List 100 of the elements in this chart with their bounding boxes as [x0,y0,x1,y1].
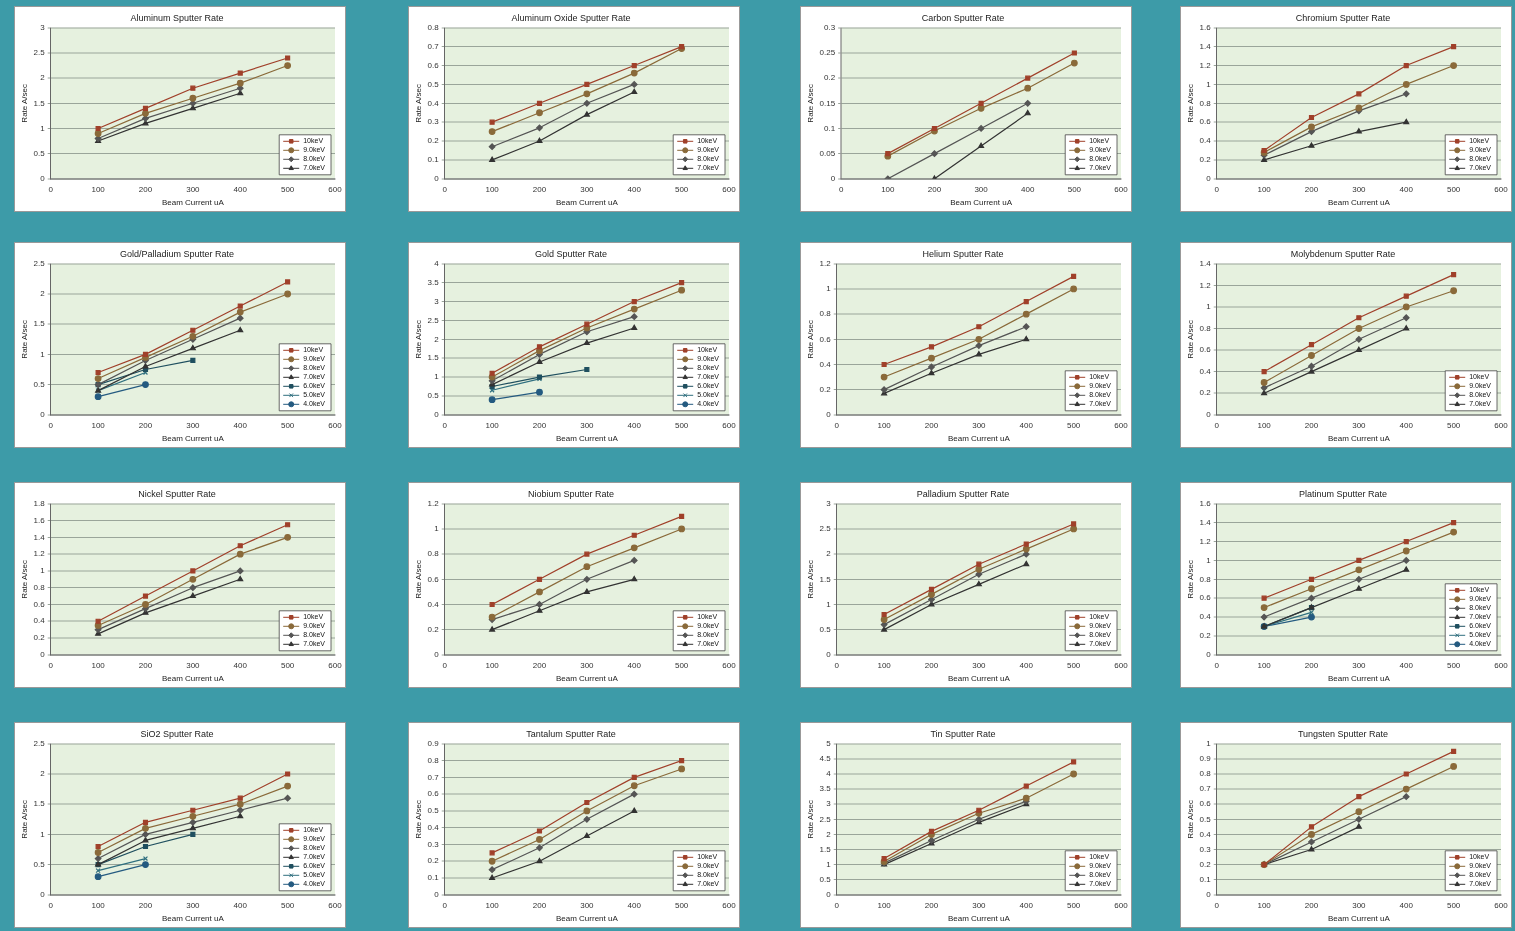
x-tick-label: 600 [1494,184,1509,194]
x-tick-label: 400 [1019,660,1034,670]
y-tick-label: 0 [1206,650,1212,659]
x-tick-label: 400 [1021,184,1035,194]
y-axis-title: Rate A/sec [1186,83,1195,123]
y-tick-label: 0.2 [33,633,46,643]
x-tick-label: 400 [1019,900,1034,910]
y-tick-label: 0.2 [1199,631,1212,641]
x-tick-label: 0 [48,660,54,670]
x-tick-label: 0 [442,660,448,670]
y-axis-title: Rate A/sec [414,559,423,599]
y-tick-label: 2 [826,829,832,839]
y-tick-label: 1 [40,566,46,576]
x-tick-label: 600 [722,184,737,194]
y-tick-label: 0.2 [427,624,440,634]
y-tick-label: 2.5 [427,315,440,325]
y-tick-label: 2.5 [819,524,832,534]
y-axis-title: Rate A/sec [1186,799,1195,839]
y-tick-label: 1.5 [819,574,832,584]
x-tick-label: 500 [1446,900,1461,910]
chart-title: Aluminum Oxide Sputter Rate [511,12,631,23]
x-axis-title: Beam Current uA [161,434,225,444]
y-tick-label: 0.3 [427,117,440,127]
x-axis-title: Beam Current uA [555,914,619,924]
x-tick-label: 200 [138,660,153,670]
y-tick-label: 0.4 [819,359,832,369]
y-tick-label: 0.1 [427,155,440,165]
y-tick-label: 0.5 [33,148,46,158]
x-tick-label: 300 [186,900,201,910]
x-tick-label: 200 [924,660,939,670]
y-tick-label: 1 [826,599,832,609]
y-tick-label: 2.5 [819,814,832,824]
y-tick-label: 1 [826,284,832,294]
chart-title: Gold Sputter Rate [534,248,608,259]
x-tick-label: 100 [881,184,896,194]
x-tick-label: 400 [627,900,642,910]
y-tick-label: 0.7 [427,41,440,51]
x-tick-label: 200 [924,420,939,430]
y-tick-label: 5 [826,739,832,748]
x-tick-label: 400 [1399,660,1414,670]
y-tick-label: 3 [826,499,832,508]
y-axis-title: Rate A/sec [806,559,815,599]
chart-title: Aluminum Sputter Rate [130,12,224,23]
x-tick-label: 600 [722,660,737,670]
x-tick-label: 100 [1257,900,1272,910]
y-tick-label: 1.8 [33,499,46,508]
y-tick-label: 2.5 [33,259,46,268]
x-axis-title: Beam Current uA [1327,674,1391,684]
y-tick-label: 1.2 [427,499,440,508]
x-tick-label: 200 [532,900,547,910]
y-axis-title: Rate A/sec [1186,319,1195,359]
x-tick-label: 300 [580,660,595,670]
chart-title: Tungsten Sputter Rate [1297,728,1389,739]
chart-title: Molybdenum Sputter Rate [1290,248,1396,259]
x-axis-title: Beam Current uA [555,434,619,444]
y-tick-label: 0 [830,174,836,183]
y-tick-label: 0 [826,890,832,899]
x-tick-label: 0 [1214,184,1220,194]
y-tick-label: 1 [434,372,440,382]
x-tick-label: 200 [927,184,942,194]
x-tick-label: 400 [1399,900,1414,910]
y-tick-label: 3 [434,296,440,306]
y-tick-label: 0 [826,410,832,419]
x-tick-label: 400 [627,660,642,670]
y-tick-label: 0.1 [824,123,836,133]
x-tick-label: 100 [485,660,500,670]
y-tick-label: 0 [1206,410,1212,419]
x-tick-label: 200 [138,900,153,910]
y-tick-label: 1.5 [819,844,832,854]
x-tick-label: 0 [48,184,54,194]
x-tick-label: 600 [1114,900,1129,910]
x-tick-label: 500 [674,420,689,430]
y-tick-label: 0.6 [1199,117,1212,127]
y-tick-label: 2.5 [33,739,46,748]
x-tick-label: 400 [233,900,248,910]
x-tick-label: 100 [485,184,500,194]
x-tick-label: 500 [1066,900,1081,910]
x-axis-title: Beam Current uA [555,674,619,684]
y-tick-label: 0.2 [1199,388,1212,398]
y-tick-label: 0 [1206,174,1212,183]
x-tick-label: 400 [233,660,248,670]
x-tick-label: 100 [877,900,892,910]
y-tick-label: 0.4 [427,822,440,832]
y-tick-label: 0.2 [1199,859,1212,869]
y-tick-label: 0.2 [427,136,440,146]
chart-title: Nickel Sputter Rate [138,488,216,499]
y-tick-label: 0.4 [427,599,440,609]
y-tick-label: 1.5 [33,799,46,809]
x-tick-label: 400 [1399,420,1414,430]
y-axis-title: Rate A/sec [20,799,29,839]
y-tick-label: 1.2 [1199,536,1212,546]
y-tick-label: 0 [434,410,440,419]
x-tick-label: 300 [186,420,201,430]
x-tick-label: 300 [186,184,201,194]
x-axis-title: Beam Current uA [947,434,1011,444]
x-axis-title: Beam Current uA [161,914,225,924]
y-tick-label: 0.4 [1199,136,1212,146]
y-tick-label: 0.6 [427,60,440,70]
y-tick-label: 0.6 [819,334,832,344]
y-tick-label: 1 [826,859,832,869]
